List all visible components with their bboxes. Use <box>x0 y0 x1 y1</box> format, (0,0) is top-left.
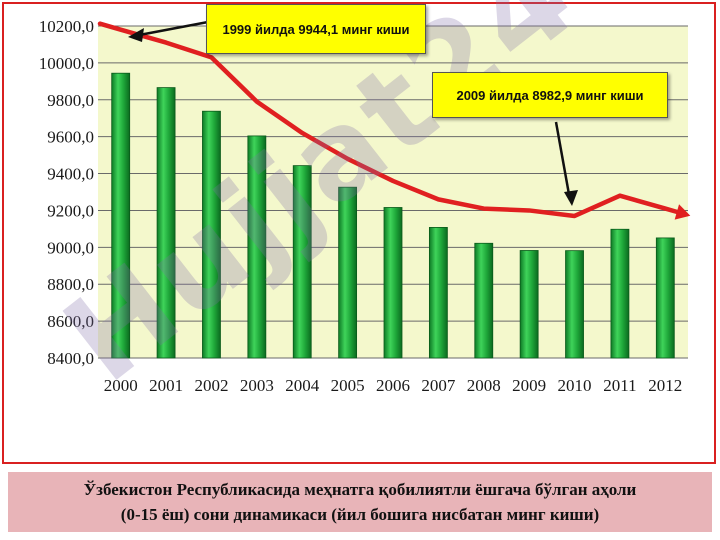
y-tick-label: 10000,0 <box>39 54 94 73</box>
y-axis-ticks: 10200,0 10000,0 9800,0 9600,0 9400,0 9200,0 90… <box>39 17 94 368</box>
bar-2008 <box>474 242 494 359</box>
bar-2006 <box>383 207 403 359</box>
x-tick-label: 2002 <box>194 376 228 395</box>
y-tick-label: 8400,0 <box>47 349 94 368</box>
x-tick-label: 2007 <box>421 376 456 395</box>
x-tick-label: 2008 <box>467 376 501 395</box>
x-tick-label: 2003 <box>240 376 274 395</box>
callout-2009: 2009 йилда 8982,9 минг киши <box>432 72 668 118</box>
y-tick-label: 8800,0 <box>47 275 94 294</box>
bar-2004 <box>292 165 312 359</box>
bars <box>111 72 675 359</box>
bar-2007 <box>428 227 448 359</box>
callout-2009-text: 2009 йилда 8982,9 минг киши <box>456 87 644 103</box>
bar-2002 <box>202 110 221 359</box>
x-tick-label: 2006 <box>376 376 410 395</box>
bar-2003 <box>247 135 267 359</box>
y-tick-label: 9200,0 <box>47 201 94 220</box>
y-tick-label: 9400,0 <box>47 165 94 184</box>
pointer-1999 <box>133 20 209 38</box>
x-tick-label: 2010 <box>558 376 592 395</box>
x-tick-label: 2009 <box>512 376 546 395</box>
y-tick-label: 9000,0 <box>47 238 94 257</box>
pointer-2009 <box>554 121 572 201</box>
x-tick-label: 2011 <box>603 376 636 395</box>
x-axis-ticks: 2000 2001 2002 2003 2004 2005 2006 2007 2008 2009… <box>104 376 683 395</box>
y-tick-label: 10200,0 <box>39 17 94 36</box>
callout-1999-text: 1999 йилда 9944,1 минг киши <box>222 21 410 37</box>
callout-1999: 1999 йилда 9944,1 минг киши <box>206 4 426 54</box>
chart-caption: Ўзбекистон Республикасида меҳнатга қобил… <box>8 472 712 532</box>
x-tick-label: 2000 <box>104 376 138 395</box>
caption-line-1: Ўзбекистон Республикасида меҳнатга қобил… <box>83 480 637 499</box>
caption-line-2: (0-15 ёш) сони динамикаси (йил бошига ни… <box>120 505 600 524</box>
bar-2012 <box>655 237 675 359</box>
bar-2011 <box>610 228 630 359</box>
pointer-1999-head <box>128 28 144 42</box>
x-tick-label: 2012 <box>648 376 682 395</box>
trend-line <box>97 21 680 219</box>
y-tick-label: 8600,0 <box>47 312 94 331</box>
bar-2009 <box>519 250 539 359</box>
bar-2000 <box>111 72 131 359</box>
y-tick-label: 9800,0 <box>47 91 94 110</box>
pointer-2009-head <box>564 190 578 206</box>
bar-2010 <box>565 250 584 359</box>
x-tick-label: 2001 <box>149 376 183 395</box>
bar-2001 <box>156 87 176 359</box>
y-tick-label: 9600,0 <box>47 128 94 147</box>
callout-pointers <box>128 20 578 206</box>
x-tick-label: 2005 <box>331 376 365 395</box>
bar-2005 <box>338 186 358 359</box>
trend-line-arrowhead <box>674 204 691 220</box>
x-tick-label: 2004 <box>285 376 320 395</box>
